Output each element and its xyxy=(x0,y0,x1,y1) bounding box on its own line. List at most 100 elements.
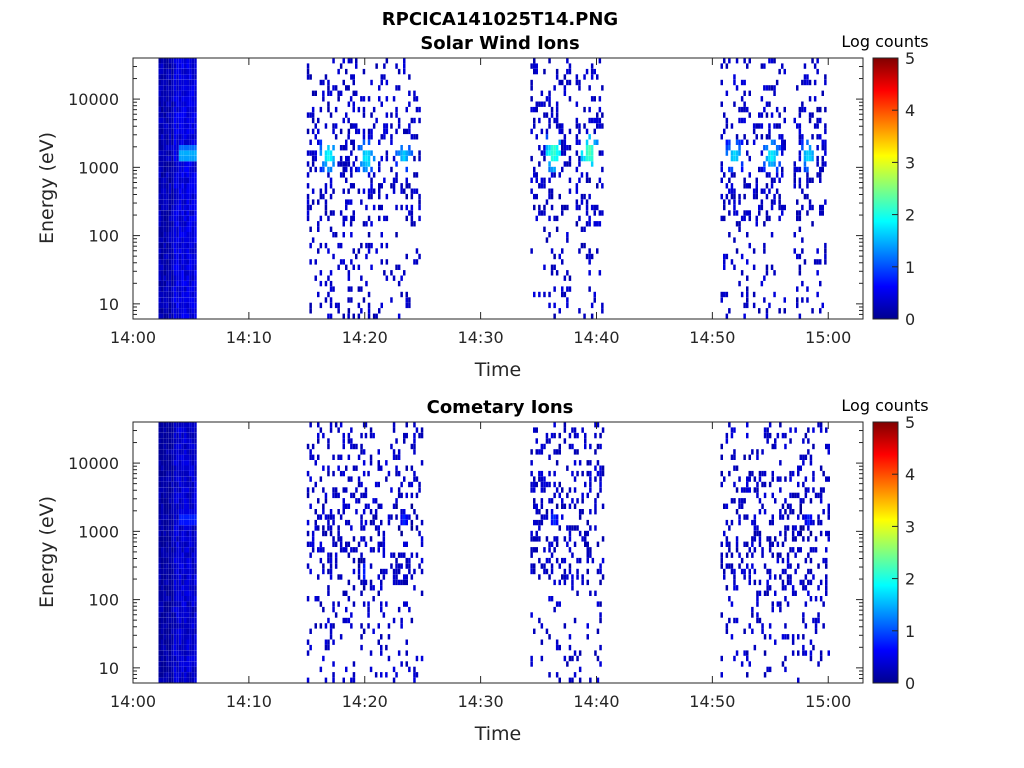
heatmap-cell xyxy=(158,226,161,232)
heatmap-cell xyxy=(161,590,164,596)
heatmap-cell xyxy=(158,498,161,504)
heatmap-cell xyxy=(191,101,195,107)
heatmap-cell xyxy=(362,568,366,575)
heatmap-cell xyxy=(339,536,343,542)
heatmap-cell xyxy=(763,492,767,499)
heatmap-cell xyxy=(173,432,177,439)
heatmap-cell xyxy=(168,525,172,531)
heatmap-cell xyxy=(596,248,599,254)
heatmap-cell xyxy=(186,139,189,145)
heatmap-cell xyxy=(763,166,766,173)
heatmap-cell xyxy=(415,427,419,433)
heatmap-cell xyxy=(345,666,348,673)
heatmap-cell xyxy=(347,438,351,444)
heatmap-cell xyxy=(530,85,533,91)
heatmap-cell xyxy=(184,106,187,113)
heatmap-cell xyxy=(158,568,161,575)
heatmap-cell xyxy=(173,574,177,580)
heatmap-cell xyxy=(306,128,310,135)
heatmap-cell xyxy=(161,96,164,102)
heatmap-cell xyxy=(189,460,192,466)
heatmap-cell xyxy=(415,248,419,254)
heatmap-cell xyxy=(581,574,584,580)
heatmap-cell xyxy=(163,101,167,107)
heatmap-cell xyxy=(543,150,546,156)
x-tick-label: 14:40 xyxy=(573,328,619,347)
heatmap-cell xyxy=(791,639,795,645)
heatmap-cell xyxy=(738,552,741,558)
heatmap-cell xyxy=(176,85,179,91)
heatmap-cell xyxy=(392,155,396,162)
heatmap-cell xyxy=(824,248,827,254)
heatmap-cell xyxy=(327,313,330,319)
heatmap-cell xyxy=(400,661,403,667)
heatmap-cell xyxy=(161,68,164,75)
heatmap-cell xyxy=(779,460,782,466)
heatmap-cell xyxy=(194,541,197,547)
heatmap-cell xyxy=(181,188,184,194)
heatmap-cell xyxy=(176,123,179,129)
heatmap-cell xyxy=(720,552,723,558)
heatmap-cell xyxy=(802,438,805,444)
heatmap-cell xyxy=(533,628,536,634)
heatmap-cell xyxy=(173,481,177,488)
heatmap-cell xyxy=(311,443,315,450)
heatmap-cell xyxy=(319,547,323,553)
heatmap-cell xyxy=(555,101,559,107)
heatmap-cell xyxy=(746,259,749,265)
heatmap-cell xyxy=(161,270,164,276)
heatmap-cell xyxy=(189,291,192,298)
heatmap-cell xyxy=(374,672,378,678)
heatmap-cell xyxy=(362,449,366,455)
heatmap-cell xyxy=(803,193,807,200)
heatmap-cell xyxy=(161,563,164,569)
heatmap-cell xyxy=(327,166,330,173)
heatmap-cell xyxy=(161,427,164,433)
heatmap-cell xyxy=(176,226,179,232)
heatmap-cell xyxy=(181,193,184,200)
heatmap-cell xyxy=(807,449,810,455)
heatmap-cell xyxy=(746,487,749,493)
heatmap-cell xyxy=(799,465,802,471)
heatmap-cell xyxy=(191,188,195,194)
heatmap-cell xyxy=(763,106,766,113)
heatmap-cell xyxy=(158,286,161,292)
heatmap-cell xyxy=(797,677,800,683)
heatmap-cell xyxy=(720,672,723,678)
heatmap-cell xyxy=(575,139,579,145)
heatmap-cell xyxy=(173,221,177,227)
heatmap-cell xyxy=(339,422,343,428)
heatmap-cell xyxy=(362,297,366,303)
heatmap-cell xyxy=(796,199,799,205)
heatmap-cell xyxy=(553,286,556,292)
heatmap-cell xyxy=(191,601,195,607)
heatmap-cell xyxy=(178,161,182,167)
heatmap-cell xyxy=(171,101,174,107)
heatmap-cell xyxy=(168,443,172,450)
heatmap-cell xyxy=(367,139,371,145)
heatmap-cell xyxy=(372,596,375,602)
heatmap-cell xyxy=(163,172,167,178)
heatmap-cell xyxy=(186,155,189,162)
heatmap-cell xyxy=(580,172,584,178)
heatmap-cell xyxy=(329,166,333,173)
heatmap-cell xyxy=(189,183,192,189)
heatmap-cell xyxy=(189,634,192,640)
heatmap-cell xyxy=(725,63,729,69)
heatmap-cell xyxy=(176,183,179,189)
heatmap-cell xyxy=(779,606,782,613)
heatmap-cell xyxy=(309,476,312,482)
heatmap-cell xyxy=(789,476,792,482)
heatmap-cell xyxy=(370,242,373,249)
heatmap-cell xyxy=(768,215,771,222)
heatmap-cell xyxy=(760,123,764,129)
heatmap-cell xyxy=(166,172,169,178)
heatmap-cell xyxy=(783,106,786,113)
heatmap-cell xyxy=(181,199,184,205)
heatmap-cell xyxy=(578,161,581,167)
heatmap-cell xyxy=(166,617,169,624)
heatmap-cell xyxy=(362,536,366,542)
heatmap-cell xyxy=(178,557,182,564)
heatmap-cell xyxy=(347,85,350,91)
heatmap-cell xyxy=(161,161,164,167)
